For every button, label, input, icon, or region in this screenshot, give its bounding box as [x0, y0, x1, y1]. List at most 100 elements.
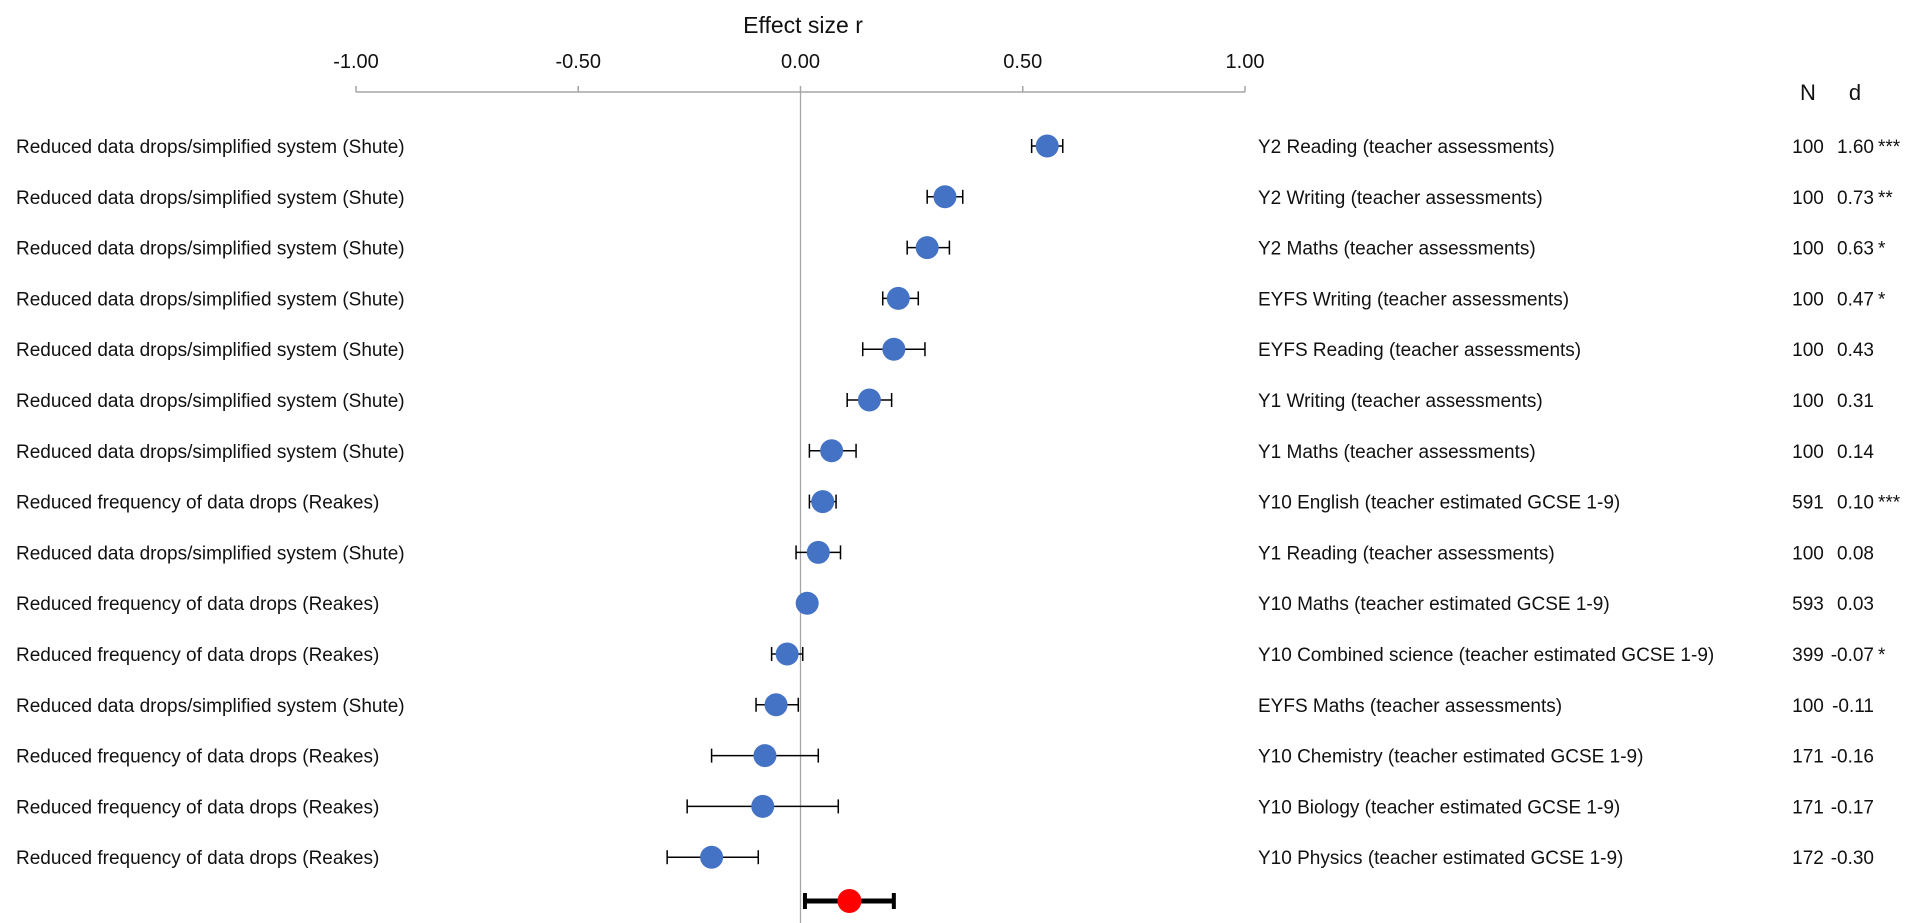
effect-point: [753, 744, 777, 768]
d-value: -0.11: [1832, 696, 1874, 717]
n-value: 399: [1792, 645, 1824, 666]
outcome-label: Y1 Maths (teacher assessments): [1258, 442, 1536, 463]
n-value: 100: [1792, 442, 1824, 463]
n-value: 593: [1792, 594, 1824, 615]
study-row: Reduced frequency of data drops (Reakes)…: [16, 490, 1901, 514]
d-value: 1.60: [1837, 137, 1874, 158]
effect-point: [1035, 134, 1059, 158]
intervention-label: Reduced data drops/simplified system (Sh…: [16, 239, 405, 260]
outcome-label: Y2 Maths (teacher assessments): [1258, 239, 1536, 260]
effect-point: [764, 693, 788, 717]
d-value: 0.31: [1837, 391, 1874, 412]
intervention-label: Reduced data drops/simplified system (Sh…: [16, 391, 405, 412]
x-tick-label: -0.50: [555, 51, 601, 73]
intervention-label: Reduced data drops/simplified system (Sh…: [16, 696, 405, 717]
intervention-label: Reduced data drops/simplified system (Sh…: [16, 289, 405, 310]
effect-point: [775, 642, 799, 666]
intervention-label: Reduced data drops/simplified system (Sh…: [16, 340, 405, 361]
d-value: -0.07: [1831, 645, 1874, 666]
n-value: 591: [1792, 493, 1824, 514]
n-value: 100: [1792, 137, 1824, 158]
effect-point: [700, 845, 724, 869]
study-row: Reduced frequency of data drops (Reakes)…: [16, 794, 1874, 818]
effect-point: [820, 439, 844, 463]
effect-point: [886, 286, 910, 310]
x-axis-title: Effect size r: [743, 12, 863, 38]
outcome-label: Y1 Writing (teacher assessments): [1258, 391, 1543, 412]
outcome-label: Y2 Writing (teacher assessments): [1258, 188, 1543, 209]
n-value: 100: [1792, 340, 1824, 361]
outcome-label: Y10 Maths (teacher estimated GCSE 1-9): [1258, 594, 1610, 615]
study-row: Reduced frequency of data drops (Reakes)…: [16, 591, 1874, 615]
intervention-label: Reduced data drops/simplified system (Sh…: [16, 188, 405, 209]
effect-point: [751, 794, 775, 818]
significance-marker: *: [1878, 289, 1886, 310]
column-header-n: N: [1800, 80, 1816, 105]
study-row: Reduced data drops/simplified system (Sh…: [16, 693, 1874, 717]
x-tick-label: 0.50: [1003, 51, 1042, 73]
n-value: 172: [1792, 848, 1824, 869]
significance-marker: **: [1878, 188, 1893, 209]
outcome-label: Y10 Biology (teacher estimated GCSE 1-9): [1258, 797, 1620, 818]
outcome-label: Y10 Physics (teacher estimated GCSE 1-9): [1258, 848, 1623, 869]
intervention-label: Reduced frequency of data drops (Reakes): [16, 645, 379, 666]
outcome-label: Y1 Reading (teacher assessments): [1258, 543, 1555, 564]
study-row: Reduced data drops/simplified system (Sh…: [16, 236, 1886, 260]
intervention-label: Reduced frequency of data drops (Reakes): [16, 747, 379, 768]
x-tick-label: 0.00: [781, 51, 820, 73]
study-rows: Reduced data drops/simplified system (Sh…: [16, 134, 1901, 869]
d-value: 0.03: [1837, 594, 1874, 615]
study-row: Reduced data drops/simplified system (Sh…: [16, 439, 1874, 463]
outcome-label: Y10 Combined science (teacher estimated …: [1258, 645, 1714, 666]
n-value: 171: [1792, 797, 1824, 818]
n-value: 100: [1792, 239, 1824, 260]
n-value: 100: [1792, 391, 1824, 412]
n-value: 100: [1792, 188, 1824, 209]
intervention-label: Reduced frequency of data drops (Reakes): [16, 848, 379, 869]
d-value: 0.08: [1837, 543, 1874, 564]
n-value: 100: [1792, 543, 1824, 564]
x-tick-label: 1.00: [1226, 51, 1265, 73]
d-value: 0.63: [1837, 239, 1874, 260]
x-axis: -1.00 -0.50 0.00 0.50 1.00: [333, 51, 1264, 923]
intervention-label: Reduced data drops/simplified system (Sh…: [16, 137, 405, 158]
d-value: -0.16: [1831, 747, 1874, 768]
effect-point: [882, 337, 906, 361]
outcome-label: Y10 English (teacher estimated GCSE 1-9): [1258, 493, 1620, 514]
study-row: Reduced data drops/simplified system (Sh…: [16, 185, 1893, 209]
outcome-label: EYFS Maths (teacher assessments): [1258, 696, 1562, 717]
outcome-label: EYFS Reading (teacher assessments): [1258, 340, 1581, 361]
outcome-label: Y10 Chemistry (teacher estimated GCSE 1-…: [1258, 747, 1643, 768]
study-row: Reduced frequency of data drops (Reakes)…: [16, 845, 1874, 869]
study-row: Reduced frequency of data drops (Reakes)…: [16, 744, 1874, 768]
significance-marker: ***: [1878, 137, 1901, 158]
significance-marker: ***: [1878, 493, 1901, 514]
summary-point: [837, 889, 862, 913]
effect-point: [806, 540, 830, 564]
study-row: Reduced data drops/simplified system (Sh…: [16, 540, 1874, 564]
intervention-label: Reduced frequency of data drops (Reakes): [16, 594, 379, 615]
d-value: 0.73: [1837, 188, 1874, 209]
d-value: 0.43: [1837, 340, 1874, 361]
outcome-label: Y2 Reading (teacher assessments): [1258, 137, 1555, 158]
intervention-label: Reduced frequency of data drops (Reakes): [16, 493, 379, 514]
n-value: 100: [1792, 696, 1824, 717]
study-row: Reduced data drops/simplified system (Sh…: [16, 134, 1901, 158]
study-row: Reduced data drops/simplified system (Sh…: [16, 286, 1886, 310]
intervention-label: Reduced data drops/simplified system (Sh…: [16, 442, 405, 463]
study-row: Reduced frequency of data drops (Reakes)…: [16, 642, 1886, 666]
d-value: -0.30: [1831, 848, 1874, 869]
x-tick-label: -1.00: [333, 51, 379, 73]
effect-point: [857, 388, 881, 412]
d-value: 0.10: [1837, 493, 1874, 514]
study-row: Reduced data drops/simplified system (Sh…: [16, 337, 1874, 361]
significance-marker: *: [1878, 239, 1886, 260]
effect-point: [811, 490, 835, 514]
d-value: 0.14: [1837, 442, 1874, 463]
outcome-label: EYFS Writing (teacher assessments): [1258, 289, 1569, 310]
summary-effect: [802, 889, 896, 913]
significance-marker: *: [1878, 645, 1886, 666]
effect-point: [795, 591, 819, 615]
effect-point: [933, 185, 957, 209]
